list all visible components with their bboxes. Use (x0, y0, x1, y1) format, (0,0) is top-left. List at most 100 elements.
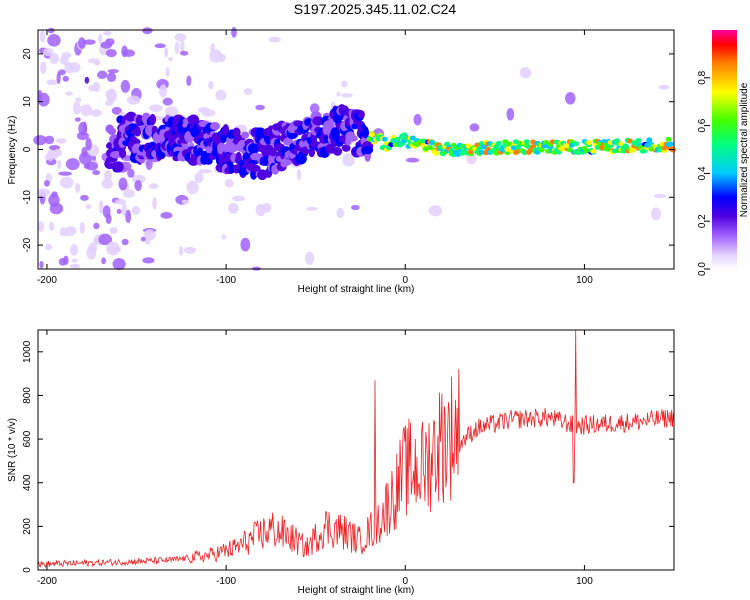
heatmap-cell (78, 37, 86, 49)
heatmap-cell (269, 147, 277, 157)
heatmap-cell (105, 38, 115, 46)
heatmap-cell (549, 139, 556, 145)
heatmap-cell (611, 148, 618, 154)
heatmap-cell (183, 246, 196, 254)
heatmap-cell (64, 62, 74, 74)
heatmap-cell (232, 195, 245, 202)
heatmap-cell (101, 257, 107, 265)
heatmap-cell (46, 149, 54, 162)
x-tick-label: -200 (37, 275, 57, 286)
heatmap-cell (308, 147, 316, 158)
heatmap-cell (131, 206, 141, 215)
heatmap-cell (109, 227, 118, 235)
heatmap-cell (106, 88, 117, 103)
heatmap-cell (651, 207, 662, 221)
heatmap-cell (667, 141, 674, 147)
heatmap-cell (362, 126, 369, 139)
heatmap-cell (174, 33, 187, 42)
heatmap-cell (84, 76, 90, 84)
heatmap-cell (99, 200, 104, 214)
y-tick-label: 20 (22, 48, 33, 60)
heatmap-cell (79, 151, 93, 165)
heatmap-cell (243, 88, 253, 95)
heatmap-cell (296, 169, 302, 181)
heatmap-cell (75, 182, 81, 193)
x-tick-label: 100 (576, 275, 593, 286)
heatmap-cell (134, 179, 142, 192)
heatmap-cell (57, 159, 62, 170)
heatmap-cell (39, 260, 44, 269)
heatmap-cell (181, 199, 189, 204)
heatmap-cell (231, 26, 237, 38)
heatmap-cell (210, 43, 216, 57)
colorbar-tick-label: 0.6 (697, 118, 708, 132)
snr-frame (37, 329, 675, 571)
heatmap-cell (133, 126, 142, 137)
heatmap-cell (381, 136, 388, 142)
heatmap-cell (203, 133, 210, 140)
snr-marks (37, 329, 674, 569)
heatmap-cell (665, 136, 672, 142)
heatmap-cell (112, 257, 126, 271)
heatmap-cell (75, 97, 82, 103)
heatmap-cell (143, 229, 156, 241)
heatmap-cell (198, 169, 213, 174)
heatmap-cell (247, 143, 260, 154)
heatmap-cell (186, 180, 199, 195)
heatmap-cell (78, 121, 88, 136)
heatmap-cell (106, 72, 117, 82)
heatmap-cell (232, 127, 241, 138)
heatmap-cell (426, 145, 433, 151)
heatmap-cell (523, 139, 530, 145)
y-tick-label: 0 (22, 146, 33, 152)
heatmap-cell (506, 107, 515, 121)
heatmap-cell (122, 189, 135, 198)
y-tick-label: -10 (22, 190, 33, 205)
heatmap-cell (59, 55, 69, 66)
heatmap-cell (309, 103, 320, 114)
heatmap-cell (586, 140, 593, 146)
heatmap-cell (336, 91, 341, 97)
heatmap-cell (178, 245, 184, 256)
heatmap-cell (93, 237, 99, 245)
heatmap-cell (185, 133, 193, 142)
heatmap-cell (388, 142, 395, 148)
x-tick-label: 0 (402, 275, 408, 286)
heatmap-cell (121, 203, 127, 216)
heatmap-cell (268, 36, 281, 43)
heatmap-cell (125, 113, 137, 122)
x-tick-label: -200 (37, 576, 57, 587)
heatmap-cell (119, 148, 127, 159)
heatmap-cell (351, 204, 360, 211)
spectrogram-y-ticks: -20 -10 0 10 20 (22, 48, 674, 252)
heatmap-cell (469, 123, 480, 132)
heatmap-cell (228, 202, 239, 214)
heatmap-cell (283, 137, 294, 146)
heatmap-cell (37, 89, 43, 101)
heatmap-cell (56, 72, 61, 84)
heatmap-cell (241, 131, 250, 139)
heatmap-cell (86, 246, 97, 260)
heatmap-cell (101, 178, 113, 189)
heatmap-cell (362, 145, 374, 155)
heatmap-cell (65, 91, 73, 96)
y-tick-label: -20 (22, 237, 33, 252)
heatmap-cell (221, 234, 227, 240)
heatmap-cell (659, 141, 666, 147)
heatmap-cell (83, 39, 96, 45)
heatmap-cell (164, 106, 179, 118)
heatmap-cell (165, 66, 170, 77)
colorbar-gradient (712, 30, 737, 269)
spectrogram-x-label: Height of straight line (km) (298, 284, 415, 295)
heatmap-cell (145, 158, 153, 171)
heatmap-cell (107, 127, 117, 136)
snr-y-label: SNR (10 * v/v) (7, 418, 18, 482)
colorbar-label: Normalized spectral amplitude (739, 82, 750, 217)
heatmap-cell (341, 144, 351, 152)
heatmap-cell (85, 204, 92, 210)
heatmap-cell (208, 80, 214, 90)
heatmap-cell (107, 69, 119, 74)
heatmap-cell (515, 148, 522, 154)
heatmap-cell (216, 142, 227, 155)
